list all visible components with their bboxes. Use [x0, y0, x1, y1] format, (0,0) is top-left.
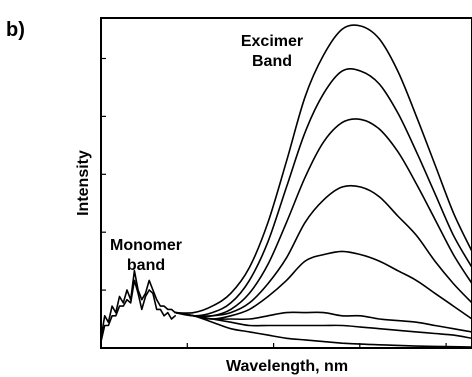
monomer-annotation-line1: Monomer [110, 237, 182, 254]
spectrum-series-6 [174, 118, 472, 318]
plot-frame [100, 17, 472, 349]
spectrum-series-4 [174, 250, 472, 320]
panel-label: b) [6, 19, 25, 41]
monomer-band-curve [100, 269, 176, 340]
y-axis-label: Intensity [75, 150, 92, 216]
monomer-annotation-line2: band [127, 257, 165, 274]
spectrum-series-7 [174, 68, 472, 317]
excimer-annotation-line1: Excimer [241, 33, 303, 50]
spectrum-curves [100, 24, 472, 348]
spectrum-series-3 [174, 311, 472, 333]
spectrum-series-5 [174, 184, 472, 317]
spectrum-series-1 [174, 311, 472, 348]
spectrum-series-8 [174, 24, 472, 314]
x-axis-label: Wavelength, nm [226, 358, 348, 375]
spectrum-series-2 [174, 311, 472, 340]
excimer-annotation-line2: Band [252, 53, 292, 70]
monomer-band-curve-secondary [100, 279, 176, 343]
